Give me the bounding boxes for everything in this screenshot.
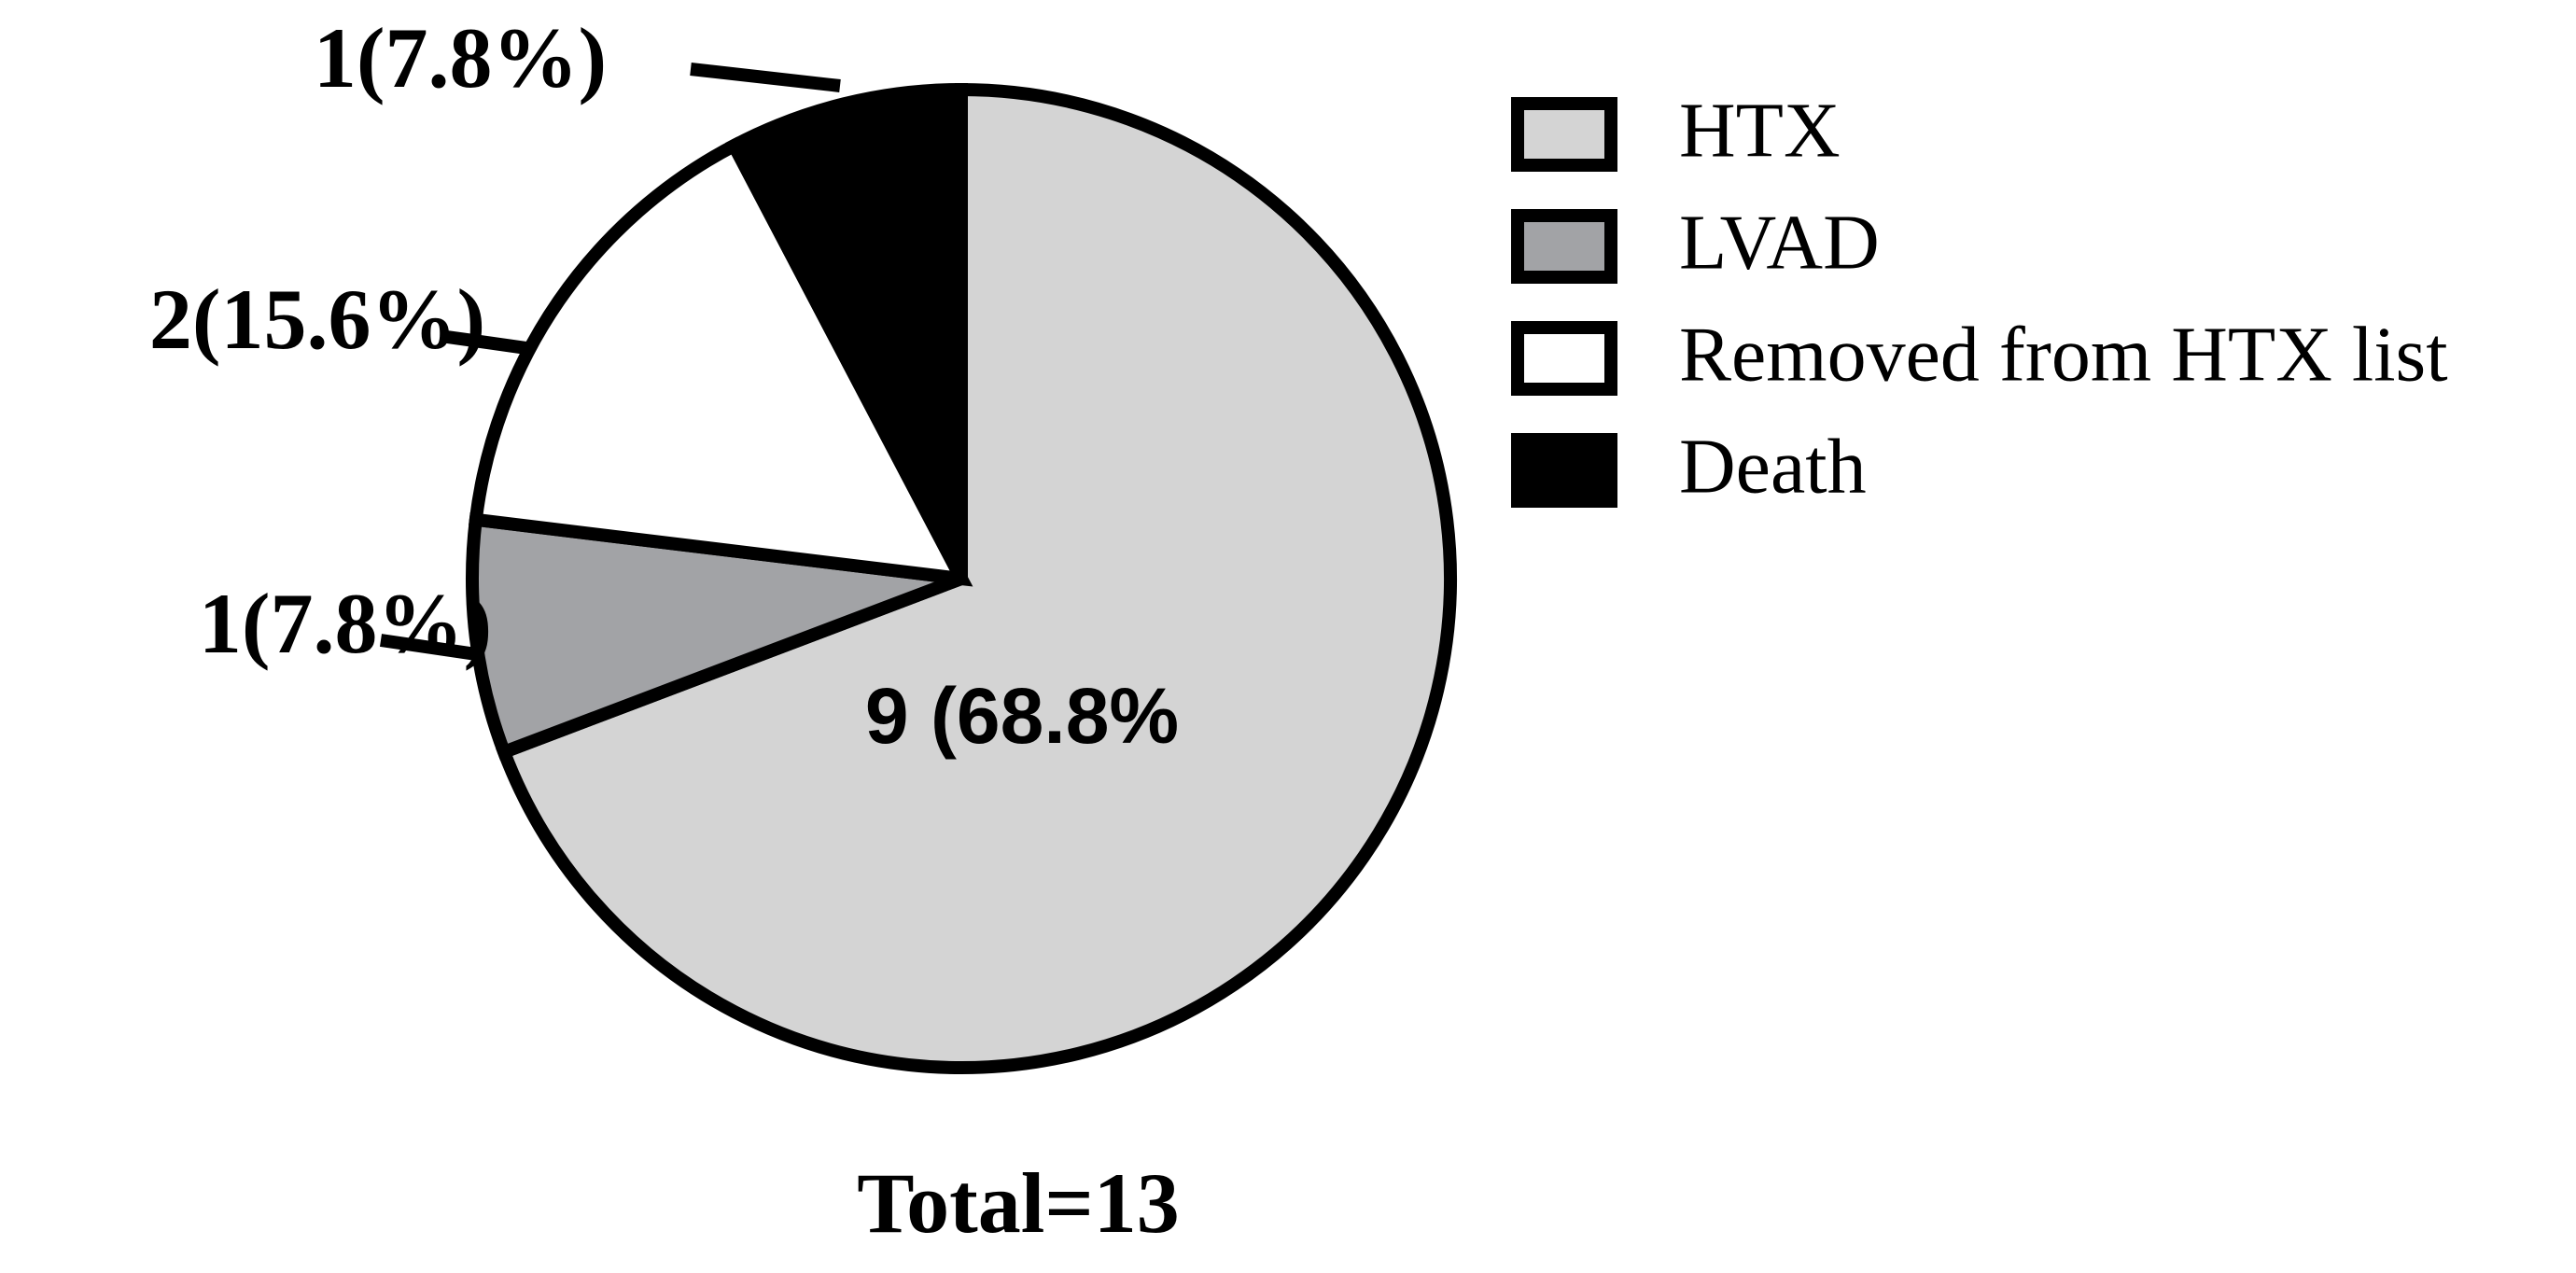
slice-label: 1(7.8%): [199, 576, 492, 671]
total-annotation: Total=13: [857, 1155, 1180, 1251]
legend-swatch: [1511, 321, 1617, 396]
slice-label: 9 (68.8%: [865, 672, 1179, 760]
pie-slice: [725, 82, 968, 582]
legend-label: LVAD: [1679, 199, 1880, 286]
legend-label: Removed from HTX list: [1679, 311, 2448, 398]
pie-slice: [496, 82, 1457, 1074]
legend-label: HTX: [1679, 87, 1841, 174]
pie: [466, 82, 1457, 1074]
slice-label: 1(7.8%): [314, 10, 607, 105]
slice-label: 2(15.6%): [149, 272, 485, 367]
leader-line: [690, 63, 841, 92]
pie-slice: [466, 512, 964, 761]
legend-label: Death: [1679, 423, 1867, 510]
legend-swatch: [1511, 433, 1617, 508]
legend-swatch: [1511, 209, 1617, 284]
legend-swatch: [1511, 97, 1617, 172]
pie-slice: [469, 136, 973, 587]
